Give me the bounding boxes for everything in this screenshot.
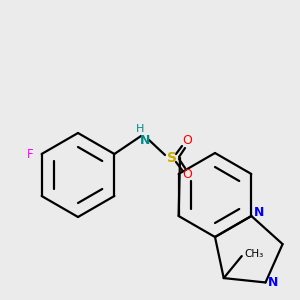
Text: F: F <box>27 148 34 160</box>
Text: CH₃: CH₃ <box>245 249 264 259</box>
Text: S: S <box>167 151 177 165</box>
Text: O: O <box>182 169 192 182</box>
Text: N: N <box>140 134 150 146</box>
Text: N: N <box>254 206 265 220</box>
Text: O: O <box>182 134 192 148</box>
Text: H: H <box>136 124 144 134</box>
Text: N: N <box>268 276 278 289</box>
